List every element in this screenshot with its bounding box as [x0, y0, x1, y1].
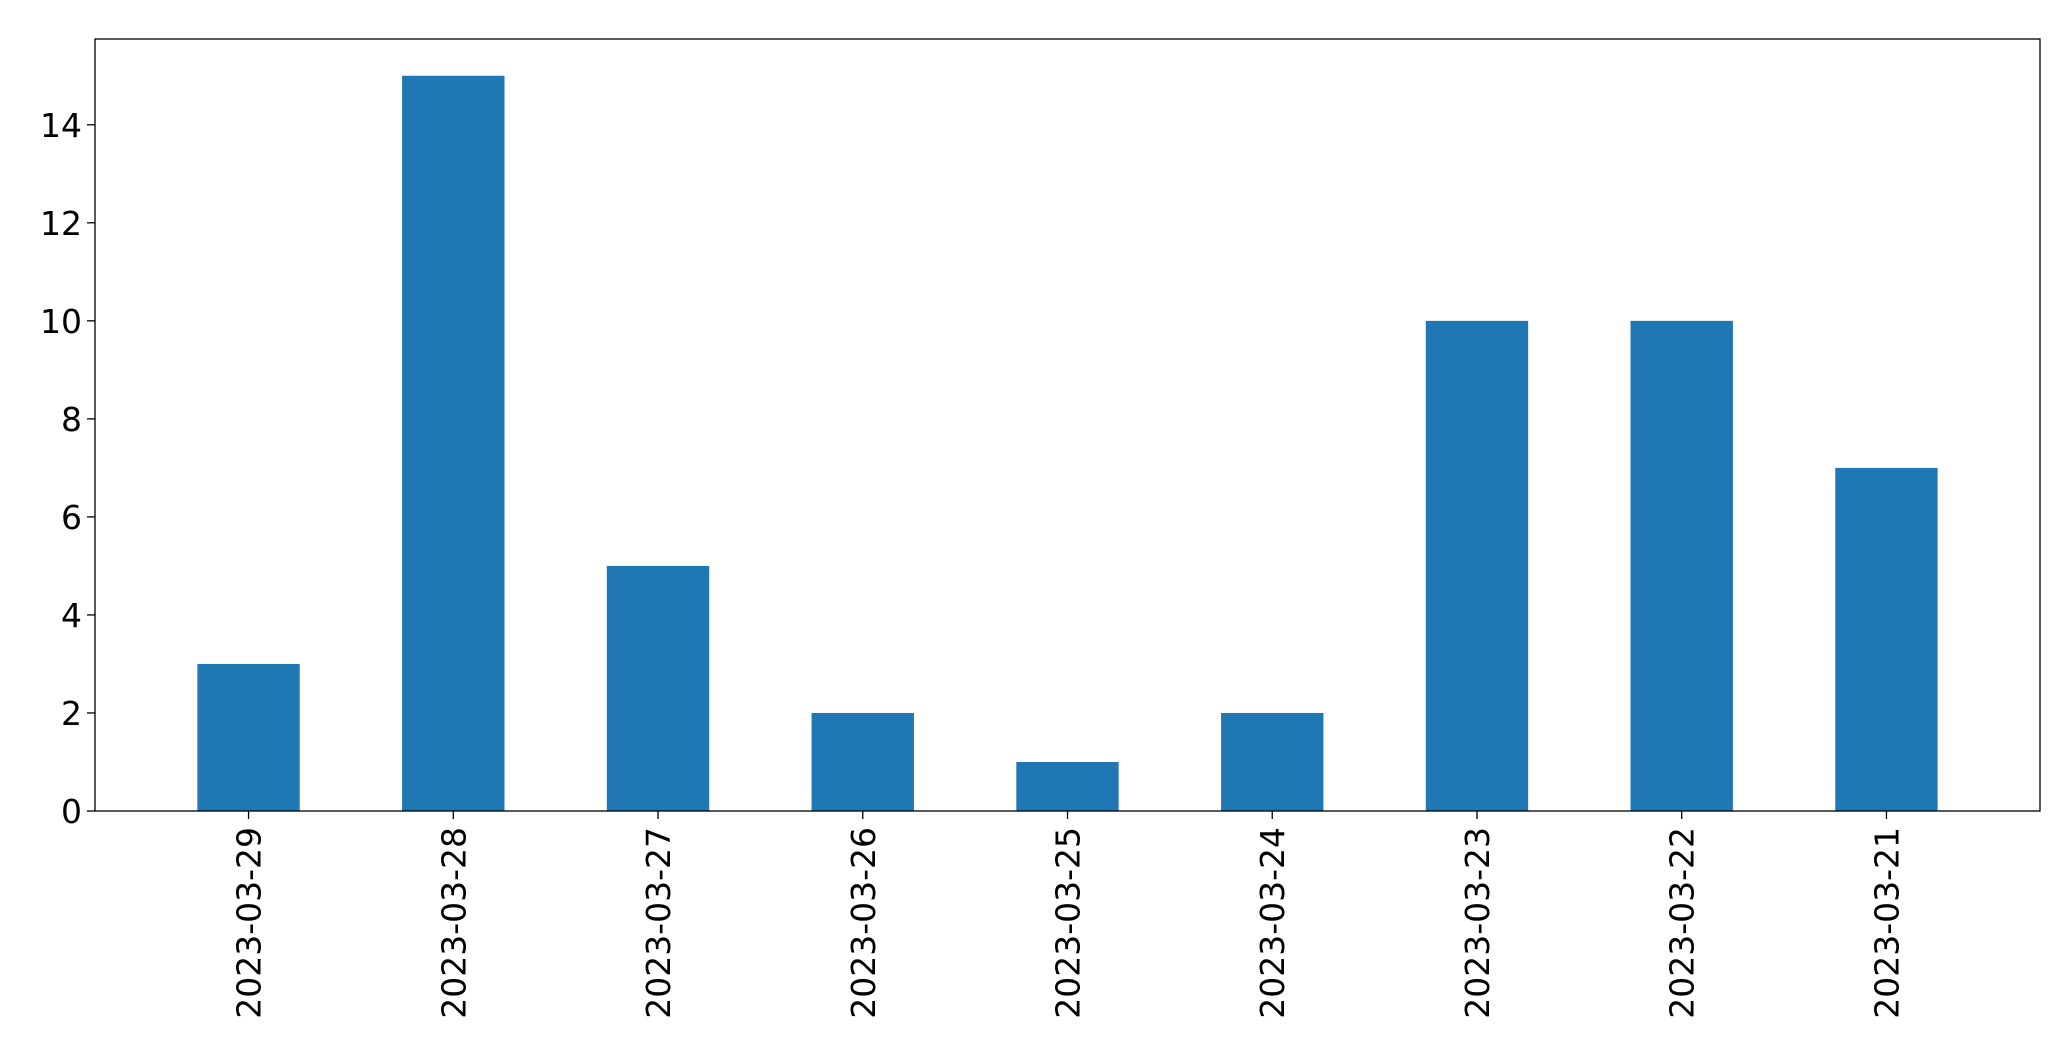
y-tick-label: 4 [61, 596, 82, 635]
plot-frame [94, 38, 2041, 812]
bar-2023-03-21 [1835, 467, 1938, 811]
bar-2023-03-23 [1425, 320, 1529, 811]
y-axis: 0 2 4 6 8 10 12 14 [40, 106, 95, 831]
bars-group [197, 75, 1938, 811]
y-tick-label: 14 [40, 106, 82, 145]
x-tick-label: 2023-03-28 [434, 827, 473, 1019]
x-tick-label: 2023-03-29 [230, 827, 269, 1019]
y-tick-label: 8 [61, 400, 82, 439]
x-tick-label: 2023-03-27 [639, 827, 678, 1019]
x-tick-label: 2023-03-22 [1663, 827, 1702, 1019]
bar-2023-03-25 [1016, 761, 1119, 811]
x-axis: 2023-03-29 2023-03-28 2023-03-27 2023-03-26… [230, 811, 1906, 1019]
y-tick-label: 2 [61, 694, 82, 733]
y-tick-label: 12 [40, 204, 82, 243]
y-tick-label: 0 [61, 792, 82, 831]
y-tick-label: 10 [40, 302, 82, 341]
x-tick-label: 2023-03-21 [1867, 827, 1906, 1019]
bar-2023-03-27 [606, 565, 710, 811]
x-tick-label: 2023-03-24 [1253, 827, 1292, 1019]
y-tick-label: 6 [61, 498, 82, 537]
bar-2023-03-28 [402, 75, 505, 811]
bar-2023-03-24 [1221, 712, 1324, 811]
bar-2023-03-22 [1630, 320, 1733, 811]
bar-2023-03-26 [811, 712, 914, 811]
x-tick-label: 2023-03-25 [1049, 827, 1088, 1019]
bar-2023-03-29 [197, 663, 300, 811]
x-tick-label: 2023-03-26 [844, 827, 883, 1019]
x-tick-label: 2023-03-23 [1458, 827, 1497, 1019]
